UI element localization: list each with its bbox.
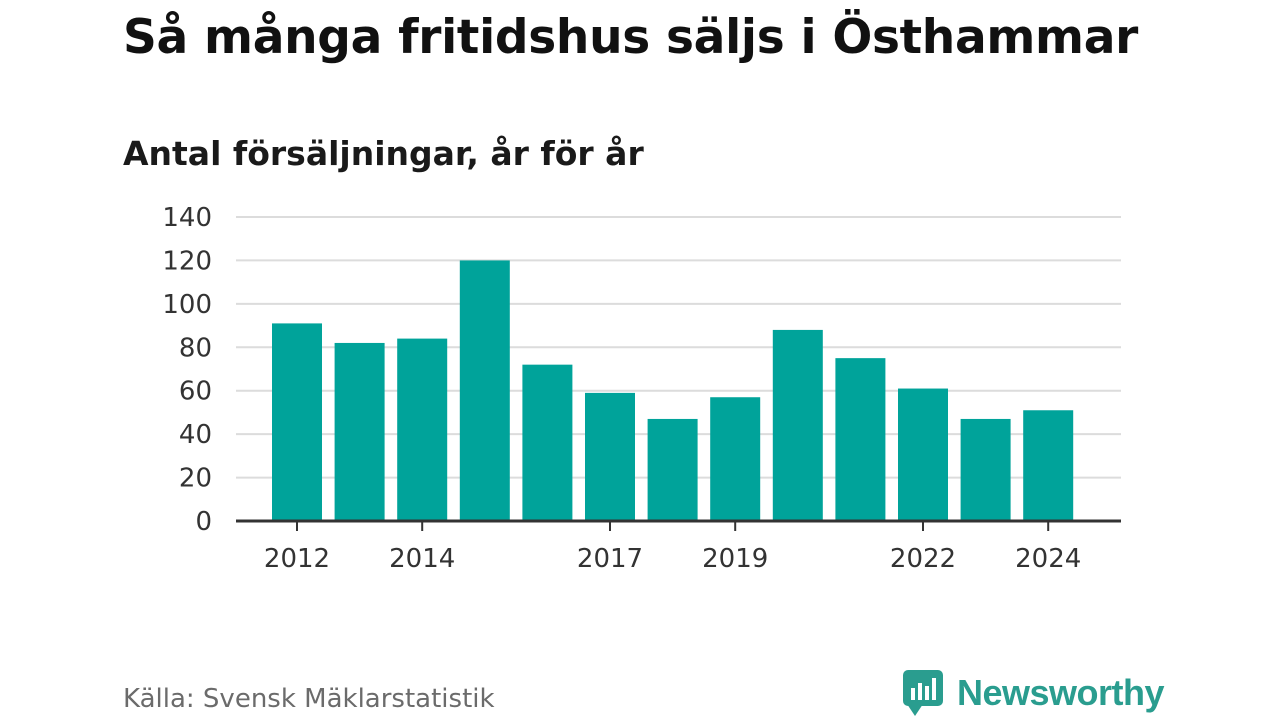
x-tick-label: 2012: [264, 544, 330, 574]
bar-2019: [710, 397, 761, 521]
chart-subtitle: Antal försäljningar, år för år: [123, 134, 644, 173]
y-tick-label: 80: [179, 333, 212, 363]
axes: [236, 519, 1121, 531]
y-tick-label: 40: [179, 420, 212, 450]
y-tick-label: 60: [179, 377, 212, 407]
y-tick-label: 100: [162, 290, 212, 320]
y-tick-label: 120: [162, 246, 212, 276]
newsworthy-logo-icon: [903, 670, 943, 716]
bars: [272, 260, 1074, 521]
bar-2018: [647, 418, 698, 521]
bar-2016: [522, 364, 573, 521]
brand-name: Newsworthy: [957, 672, 1165, 713]
bar-2024: [1023, 410, 1074, 521]
bar-2013: [334, 342, 385, 521]
x-tick-label: 2024: [1015, 544, 1081, 574]
y-tick-label: 0: [195, 507, 212, 537]
bar-2021: [835, 358, 886, 521]
tick-labels: 0 20 40 60 80 100 120 140 2012 2014 2017 2019 2022 20…: [162, 203, 1081, 574]
source-note: Källa: Svensk Mäklarstatistik: [123, 684, 495, 714]
y-tick-label: 140: [162, 203, 212, 233]
bar-2022: [898, 388, 948, 521]
chart-title: Så många fritidshus säljs i Östhammar: [123, 10, 1139, 65]
x-tick-label: 2022: [890, 544, 956, 574]
bar-2023: [960, 418, 1011, 521]
x-tick-label: 2014: [389, 544, 455, 574]
bar-2014: [397, 338, 448, 521]
y-tick-label: 20: [179, 464, 212, 494]
x-tick-label: 2017: [577, 544, 643, 574]
bar-2012: [272, 323, 322, 521]
bar-2017: [585, 392, 635, 521]
bar-2015: [459, 260, 510, 521]
x-tick-label: 2019: [702, 544, 768, 574]
brand-logo: Newsworthy: [903, 670, 1165, 716]
bar-2020: [772, 329, 823, 521]
